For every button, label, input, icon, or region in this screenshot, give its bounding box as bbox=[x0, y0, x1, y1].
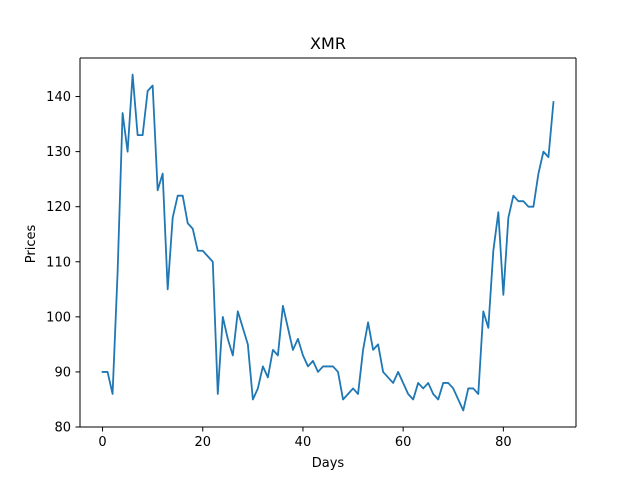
series-line-0 bbox=[101, 73, 555, 412]
x-tick-label: 20 bbox=[194, 435, 211, 450]
y-axis-ticks: 80 90 100 110 120 130 140 bbox=[46, 90, 80, 436]
axes-frame bbox=[79, 57, 577, 428]
x-axis-ticks: 0 20 40 60 80 bbox=[98, 427, 512, 450]
y-tick-label: 110 bbox=[46, 255, 71, 270]
plot-lines bbox=[101, 73, 555, 412]
x-tick-label: 40 bbox=[295, 435, 312, 450]
y-tick-label: 120 bbox=[46, 200, 71, 215]
y-tick-label: 140 bbox=[46, 90, 71, 105]
x-tick-label: 0 bbox=[98, 435, 106, 450]
x-tick-label: 60 bbox=[395, 435, 412, 450]
chart-title: XMR bbox=[310, 34, 346, 53]
y-axis-label: Prices bbox=[24, 225, 39, 264]
y-tick-label: 90 bbox=[54, 365, 71, 380]
x-tick-label: 80 bbox=[495, 435, 512, 450]
x-axis-label: Days bbox=[312, 456, 345, 471]
y-tick-label: 100 bbox=[46, 310, 71, 325]
y-tick-label: 130 bbox=[46, 145, 71, 160]
y-tick-label: 80 bbox=[54, 421, 71, 436]
